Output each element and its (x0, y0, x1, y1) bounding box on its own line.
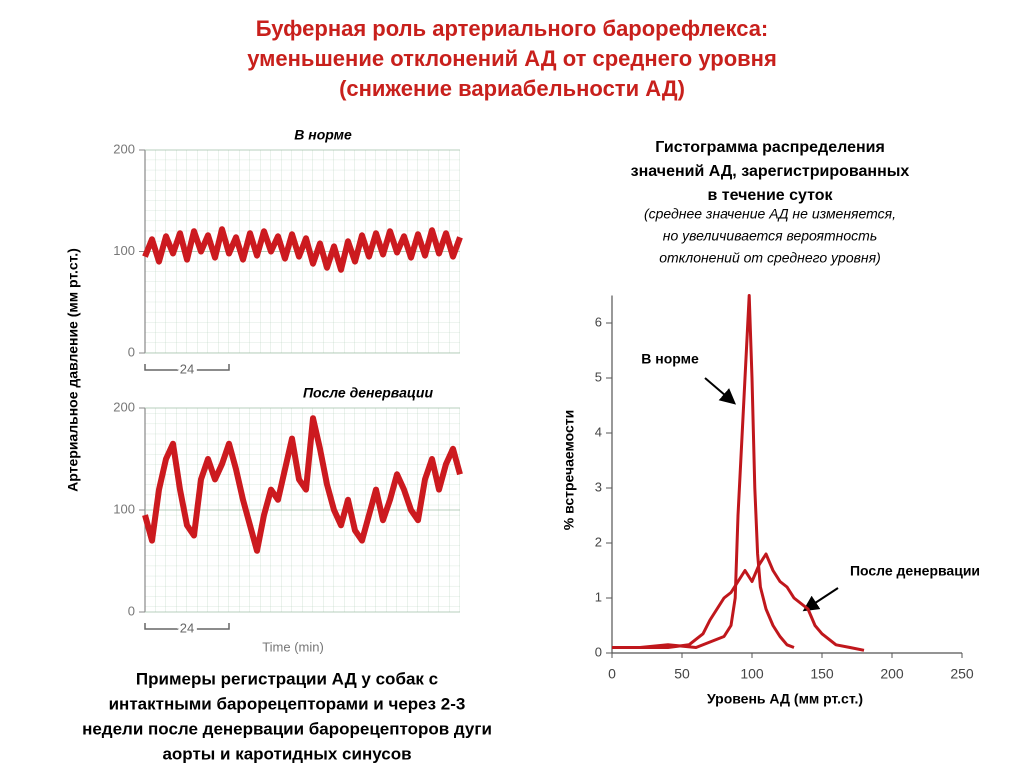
chart-title: После денервации (303, 385, 433, 401)
arrow (704, 377, 737, 405)
y-axis-label: % встречаемости (561, 410, 577, 531)
y-tick-label: 100 (113, 243, 135, 258)
chart-subtitle: но увеличивается вероятность (663, 228, 877, 244)
caption: интактными барорецепторами и через 2-3 (109, 694, 466, 713)
chart-title: в течение суток (707, 187, 833, 204)
y-tick-label: 0 (128, 344, 135, 359)
scale-bar-label: 24 (180, 361, 194, 376)
y-tick-label: 4 (595, 424, 602, 439)
y-tick-label: 0 (128, 603, 135, 618)
x-tick-label: 250 (950, 666, 974, 682)
chart-title: Гистограмма распределения (655, 139, 885, 156)
x-axis-label: Уровень АД (мм рт.ст.) (707, 691, 863, 707)
chart-subtitle: отклонений от среднего уровня) (659, 250, 881, 266)
series-line (612, 294, 795, 649)
y-axis-label: Артериальное давление (мм рт.ст.) (65, 248, 81, 492)
caption: аорты и каротидных синусов (162, 744, 411, 763)
chart-subtitle: (среднее значение АД не изменяется, (644, 206, 896, 222)
x-tick-label: 0 (608, 666, 616, 682)
y-tick-label: 3 (595, 479, 602, 494)
series-label: После денервации (850, 563, 980, 579)
caption: Примеры регистрации АД у собак с (136, 669, 438, 688)
arrow (802, 587, 839, 612)
y-tick-label: 1 (595, 589, 602, 604)
chart-title: значений АД, зарегистрированных (631, 163, 910, 180)
y-tick-label: 0 (595, 644, 602, 659)
y-tick-label: 100 (113, 501, 135, 516)
x-axis-label: Time (min) (262, 639, 324, 654)
scale-bar-label: 24 (180, 620, 194, 635)
y-tick-label: 200 (113, 399, 135, 414)
y-tick-label: 2 (595, 534, 602, 549)
x-tick-label: 150 (810, 666, 834, 682)
chart-title: В норме (294, 127, 352, 143)
scale-bar (144, 364, 230, 371)
y-tick-label: 200 (113, 141, 135, 156)
y-tick-label: 6 (595, 314, 602, 329)
slide-title: Буферная роль артериального барорефлекса… (256, 16, 769, 41)
series-line (142, 226, 463, 273)
scale-bar (144, 623, 230, 630)
slide-title: (снижение вариабельности АД) (339, 76, 685, 101)
y-tick-label: 5 (595, 369, 602, 384)
slide-title: уменьшение отклонений АД от среднего уро… (247, 46, 777, 71)
x-tick-label: 50 (674, 666, 690, 682)
series-line (142, 415, 463, 554)
content: Буферная роль артериального барорефлекса… (65, 16, 980, 764)
series-line (640, 552, 865, 652)
caption: недели после денервации барорецепторов д… (82, 719, 492, 738)
x-tick-label: 100 (740, 666, 764, 682)
series-label: В норме (641, 351, 699, 367)
x-tick-label: 200 (880, 666, 904, 682)
